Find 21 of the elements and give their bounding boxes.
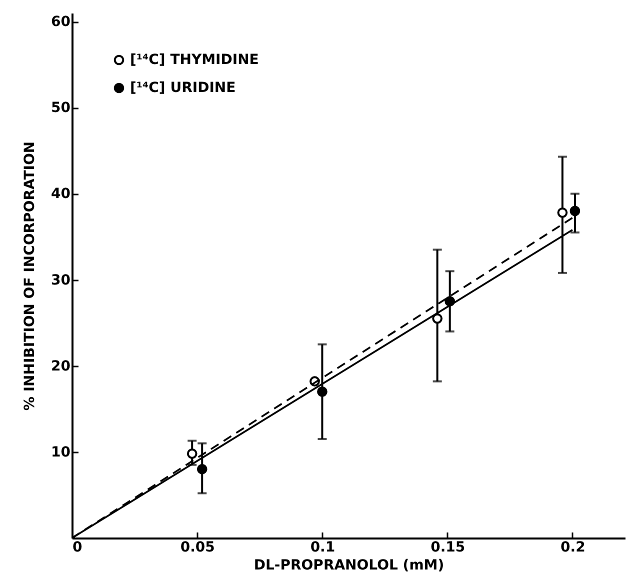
y-tick-label: 40 (51, 186, 71, 202)
y-tick-label: 30 (51, 272, 71, 288)
legend-label: [¹⁴C] URIDINE (130, 80, 236, 96)
point (196, 464, 208, 474)
point (186, 448, 198, 459)
x-tick-label: 0.1 (310, 540, 336, 556)
y-tick-label: 20 (51, 358, 71, 374)
y-axis-title: % INHIBITION OF INCORPORATION (22, 141, 38, 411)
point (432, 313, 443, 324)
x-tick-label: 0.2 (560, 540, 586, 556)
y-tick-label: 50 (51, 100, 71, 116)
point (570, 206, 580, 216)
y-tick-label: 10 (51, 444, 71, 460)
x-tick-label: 0.05 (180, 540, 215, 556)
point (557, 207, 568, 218)
x-tick-label: 0.15 (430, 540, 466, 556)
x-axis-title: DL-PROPRANOLOL (mM) (254, 558, 444, 574)
y-tick-label: 60 (51, 14, 71, 30)
x-tick-label: 0 (72, 540, 82, 556)
point (317, 386, 328, 397)
legend-label: [¹⁴C] THYMIDINE (130, 52, 259, 68)
